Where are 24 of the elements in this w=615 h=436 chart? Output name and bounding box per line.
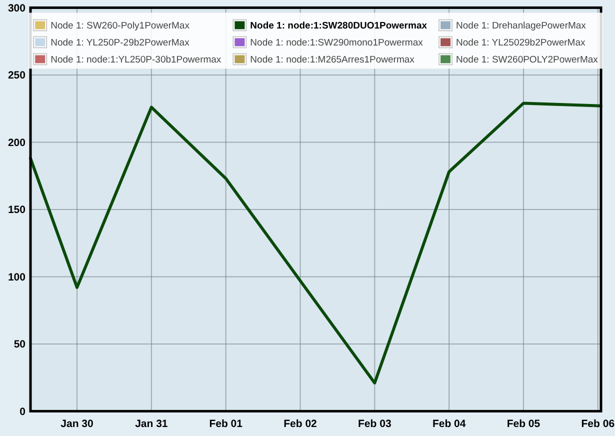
legend-label: Node 1: YL250P-29b2PowerMax — [50, 38, 190, 49]
y-tick-label: 250 — [8, 70, 26, 82]
y-tick-label: 100 — [8, 271, 26, 284]
x-tick-label: Jan 30 — [60, 418, 94, 430]
legend-label: Node 1: DrehanlagePowerMax — [456, 20, 586, 32]
y-tick-label: 50 — [14, 338, 26, 351]
legend-label: Node 1: node:1:SW290mono1Powermax — [250, 38, 424, 49]
legend-label: Node 1: YL25029b2PowerMax — [456, 38, 586, 49]
y-tick-label: 0 — [20, 406, 26, 418]
x-tick-label: Feb 04 — [432, 418, 466, 430]
legend-label: Node 1: SW260POLY2PowerMax — [456, 54, 598, 66]
legend-label: Node 1: node:1:M265Arres1Powermax — [250, 54, 415, 66]
x-tick-label: Feb 03 — [358, 418, 392, 430]
y-tick-label: 150 — [8, 204, 26, 216]
x-tick-label: Feb 02 — [284, 418, 318, 430]
x-tick-label: Feb 01 — [209, 418, 243, 430]
y-tick-label: 300 — [8, 2, 26, 14]
y-tick-label: 200 — [8, 136, 26, 149]
x-tick-label: Jan 31 — [135, 418, 168, 430]
x-tick-label: Feb 05 — [506, 418, 540, 430]
legend-label: Node 1: SW260-Poly1PowerMax — [50, 20, 190, 32]
legend-label: Node 1: node:1:SW280DUO1Powermax — [250, 20, 428, 32]
legend-label: Node 1: node:1:YL250P-30b1Powermax — [50, 54, 222, 66]
x-tick-label: Feb 06 — [581, 418, 615, 430]
